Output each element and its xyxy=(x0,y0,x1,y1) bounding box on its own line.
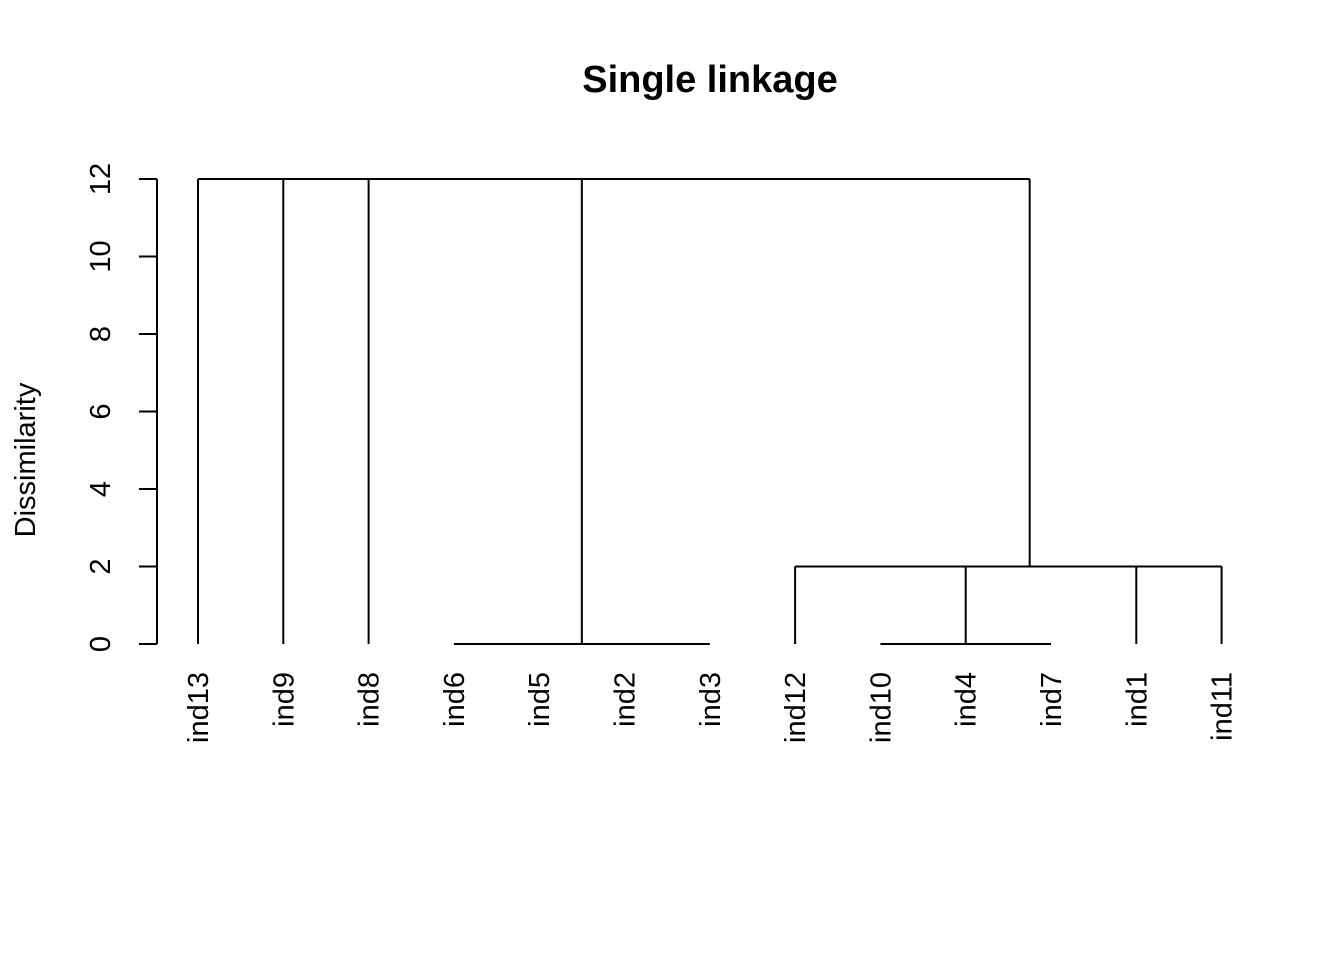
y-tick-label: 2 xyxy=(85,558,117,574)
leaf-label-ind9: ind9 xyxy=(268,672,300,727)
y-tick-label: 0 xyxy=(85,636,117,652)
leaf-label-ind6: ind6 xyxy=(439,672,471,727)
chart-title: Single linkage xyxy=(582,59,838,101)
y-tick-label: 8 xyxy=(85,326,117,342)
leaf-labels: ind13 ind9 ind8 ind6 ind5 ind2 ind3 ind12 ind10 i… xyxy=(183,672,1239,743)
leaf-label-ind8: ind8 xyxy=(354,672,386,727)
leaf-label-ind4: ind4 xyxy=(951,672,983,727)
leaf-label-ind1: ind1 xyxy=(1121,672,1153,727)
leaf-label-ind13: ind13 xyxy=(183,672,215,743)
leaf-label-ind11: ind11 xyxy=(1207,672,1239,741)
y-tick-label: 10 xyxy=(85,240,117,272)
dendrogram-links xyxy=(197,178,1223,645)
y-tick-label: 4 xyxy=(85,481,117,497)
y-tick-label: 12 xyxy=(85,163,117,195)
y-axis-label: Dissimilarity xyxy=(10,382,42,537)
leaf-label-ind10: ind10 xyxy=(865,672,897,743)
leaf-label-ind7: ind7 xyxy=(1036,672,1068,727)
leaf-label-ind5: ind5 xyxy=(524,672,556,727)
leaf-label-ind2: ind2 xyxy=(610,672,642,727)
y-axis: 0 2 4 6 8 10 12 xyxy=(85,163,158,652)
y-tick-label: 6 xyxy=(85,403,117,419)
leaf-label-ind3: ind3 xyxy=(695,672,727,727)
leaf-label-ind12: ind12 xyxy=(780,672,812,743)
